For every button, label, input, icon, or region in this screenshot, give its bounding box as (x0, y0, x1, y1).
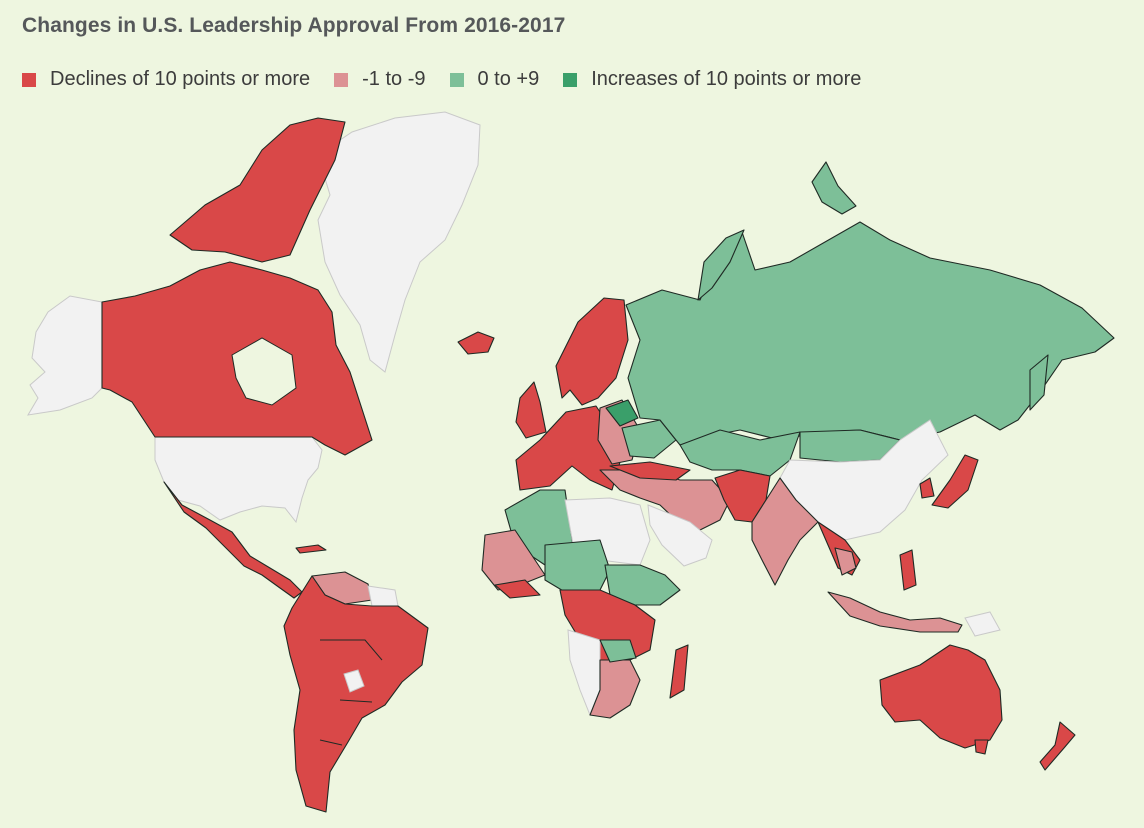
region-india (751, 477, 819, 586)
region-southern-africa (589, 659, 641, 719)
legend-label-decline-small: -1 to -9 (362, 68, 426, 90)
region-philippines (899, 549, 917, 591)
region-kamchatka (1029, 354, 1049, 411)
legend-swatch-increase-large (563, 72, 578, 87)
legend: Declines of 10 points or more -1 to -9 0… (22, 68, 885, 91)
region-australia (879, 644, 1003, 749)
region-sahel (544, 539, 611, 596)
region-novaya-zemlya (697, 229, 745, 301)
region-russia (625, 221, 1115, 446)
region-indonesia (827, 591, 963, 633)
legend-label-decline-large: Declines of 10 points or more (50, 68, 311, 90)
legend-item-increase-large: Increases of 10 points or more (563, 68, 861, 91)
region-gulf-of-guinea (494, 579, 541, 599)
region-tasmania (974, 739, 989, 755)
region-alaska (27, 295, 103, 416)
region-south-america (283, 575, 429, 813)
region-guianas (367, 585, 399, 607)
legend-swatch-decline-small (334, 72, 349, 87)
region-west-africa (481, 529, 546, 591)
legend-label-increase-large: Increases of 10 points or more (591, 68, 862, 90)
legend-item-decline-small: -1 to -9 (334, 68, 426, 91)
region-korea (919, 477, 935, 499)
region-iceland (457, 331, 495, 355)
region-greenland (317, 111, 481, 373)
region-turkey (609, 461, 691, 481)
region-japan (931, 454, 979, 509)
region-scandinavia (555, 297, 629, 406)
region-madagascar (669, 644, 689, 699)
region-arabian-peninsula (647, 504, 713, 567)
region-new-zealand (1039, 721, 1076, 771)
legend-item-decline-large: Declines of 10 points or more (22, 68, 310, 91)
region-uk (515, 381, 547, 439)
region-hudson-bay (231, 337, 297, 406)
region-canada-arctic-islands (169, 117, 346, 263)
legend-label-increase-small: 0 to +9 (477, 68, 540, 90)
legend-swatch-increase-small (449, 72, 464, 87)
region-thailand (834, 547, 857, 576)
region-ukraine (621, 419, 677, 459)
region-russia-arctic-islands (811, 161, 857, 215)
region-usa (154, 436, 323, 524)
map-title: Changes in U.S. Leadership Approval From… (22, 14, 566, 37)
region-mexico-central-america (163, 481, 303, 599)
legend-swatch-decline-large (22, 72, 36, 87)
legend-item-increase-small: 0 to +9 (449, 68, 540, 91)
border-south-america (319, 639, 383, 746)
region-belarus (605, 399, 639, 427)
region-zambia (599, 639, 637, 663)
region-bolivia (343, 669, 365, 693)
region-papua-new-guinea (964, 611, 1001, 637)
region-central-asia (679, 429, 801, 477)
region-cuba (295, 544, 327, 554)
